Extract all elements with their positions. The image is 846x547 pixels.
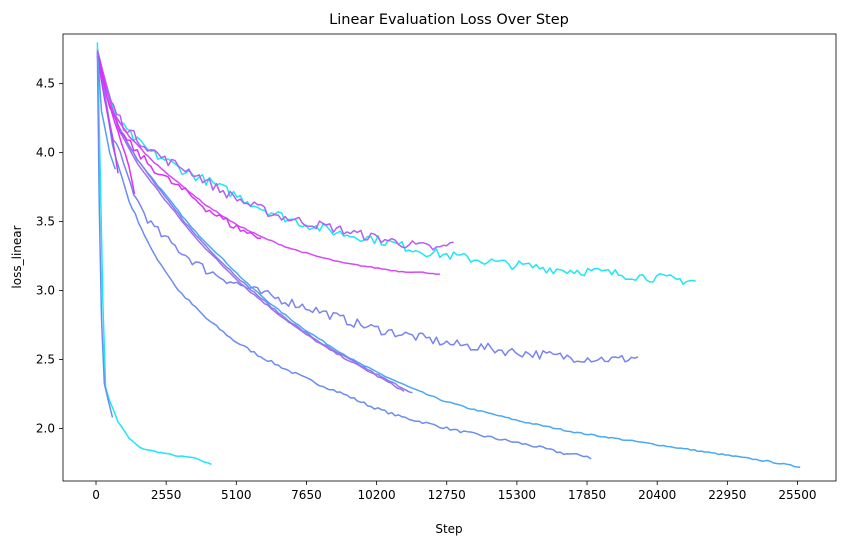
series-line-2 (96, 53, 114, 418)
y-tick-label: 3.5 (36, 215, 55, 229)
series-line-1 (96, 42, 212, 466)
y-tick-label: 4.0 (36, 146, 55, 160)
x-tick-label: 25500 (778, 488, 816, 502)
y-tick-label: 4.5 (36, 77, 55, 91)
x-axis: 0 2550 5100 7650 10200 12750 15300 17850 20400 22… (92, 481, 817, 502)
series-line-12 (96, 53, 136, 195)
y-axis-title: loss_linear (10, 225, 24, 288)
series-line-6 (96, 58, 405, 392)
x-tick-label: 17850 (568, 488, 606, 502)
series-line-4 (96, 53, 801, 468)
series-line-7 (96, 53, 639, 363)
x-tick-label: 5100 (221, 488, 252, 502)
series-line-13 (96, 55, 119, 174)
y-tick-label: 2.5 (36, 353, 55, 367)
x-tick-label: 15300 (498, 488, 536, 502)
x-tick-label: 20400 (638, 488, 676, 502)
series-line-9 (96, 50, 454, 251)
x-tick-label: 12750 (428, 488, 466, 502)
y-tick-label: 3.0 (36, 284, 55, 298)
series-line-10 (96, 50, 440, 275)
series-line-14 (96, 51, 117, 170)
x-tick-label: 0 (92, 488, 100, 502)
chart-title: Linear Evaluation Loss Over Step (329, 12, 569, 28)
x-axis-title: Step (435, 522, 462, 536)
plot-frame (62, 33, 837, 482)
series-layer (96, 42, 801, 468)
x-tick-label: 22950 (708, 488, 746, 502)
x-tick-label: 2550 (151, 488, 182, 502)
series-line-11 (96, 51, 262, 240)
series-line-3 (96, 49, 592, 460)
x-tick-label: 7650 (291, 488, 322, 502)
x-tick-label: 10200 (358, 488, 396, 502)
y-axis: 2.0 2.5 3.0 3.5 4.0 4.5 (36, 77, 63, 436)
y-tick-label: 2.0 (36, 422, 55, 436)
